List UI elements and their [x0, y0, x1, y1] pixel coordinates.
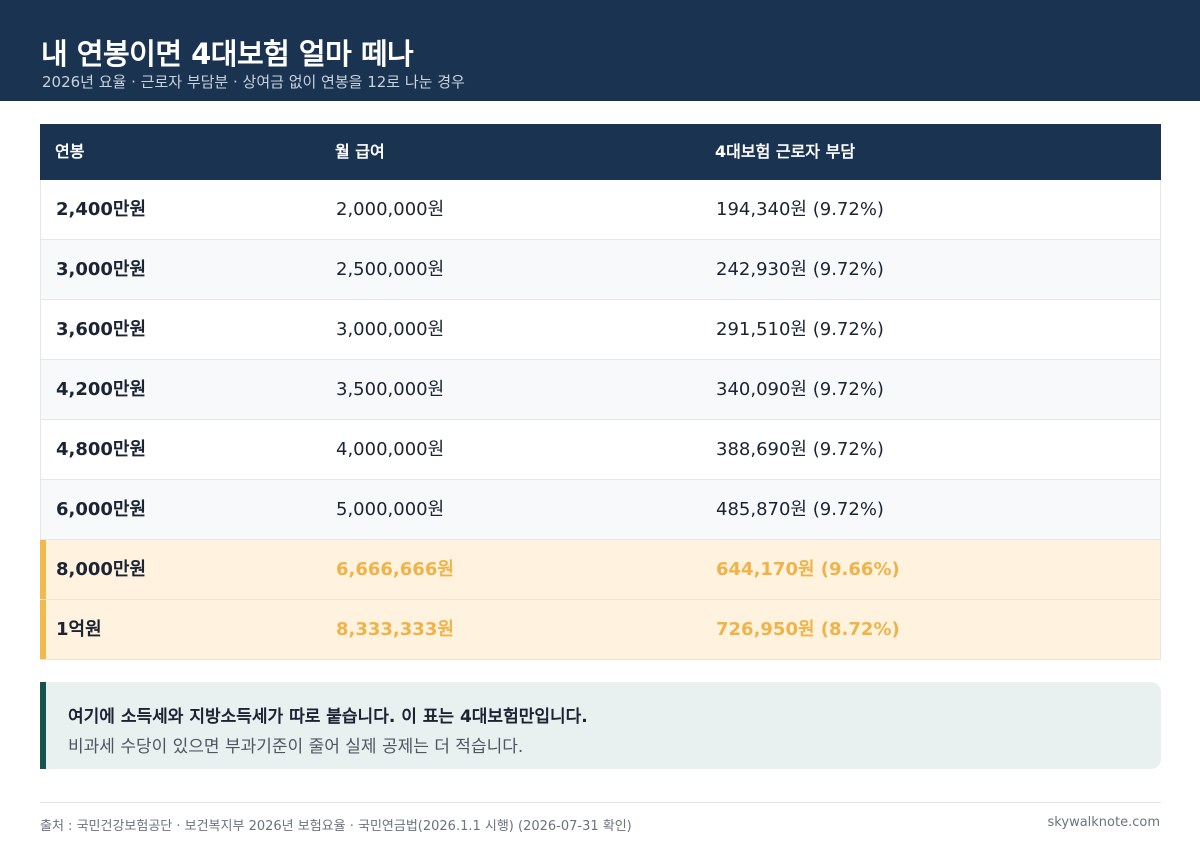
note-accent-bar [40, 682, 46, 769]
table-row: 1억원 8,333,333원 726,950원 (8.72%) [40, 600, 1161, 660]
cell-monthly-pay: 3,000,000원 [336, 319, 445, 340]
site-url: skywalknote.com [1047, 815, 1160, 830]
cell-insurance: 340,090원 (9.72%) [716, 379, 884, 400]
page-title: 내 연봉이면 4대보험 얼마 떼나 [41, 37, 414, 71]
cell-insurance: 726,950원 (8.72%) [716, 619, 900, 640]
note-primary-text: 여기에 소득세와 지방소득세가 따로 붙습니다. 이 표는 4대보험만입니다. [68, 707, 588, 727]
table-header: 연봉 월 급여 4대보험 근로자 부담 [40, 124, 1161, 180]
table-row: 8,000만원 6,666,666원 644,170원 (9.66%) [40, 540, 1161, 600]
cell-insurance: 242,930원 (9.72%) [716, 259, 884, 280]
source-text: 출처 : 국민건강보험공단 · 보건복지부 2026년 보험요율 · 국민연금법… [40, 819, 632, 834]
highlight-accent-bar [40, 540, 46, 599]
cell-salary: 1억원 [56, 619, 102, 640]
column-header-salary: 연봉 [55, 142, 85, 161]
cell-salary: 4,200만원 [56, 379, 147, 400]
cell-insurance: 388,690원 (9.72%) [716, 439, 884, 460]
column-header-monthly-pay: 월 급여 [335, 142, 385, 161]
cell-monthly-pay: 6,666,666원 [336, 559, 454, 580]
table-row: 4,800만원 4,000,000원 388,690원 (9.72%) [40, 420, 1161, 480]
cell-salary: 4,800만원 [56, 439, 147, 460]
cell-salary: 3,000만원 [56, 259, 147, 280]
cell-monthly-pay: 8,333,333원 [336, 619, 454, 640]
page-header: 내 연봉이면 4대보험 얼마 떼나 2026년 요율 · 근로자 부담분 · 상… [0, 0, 1200, 101]
table-row: 4,200만원 3,500,000원 340,090원 (9.72%) [40, 360, 1161, 420]
table-row: 6,000만원 5,000,000원 485,870원 (9.72%) [40, 480, 1161, 540]
cell-salary: 3,600만원 [56, 319, 147, 340]
table-row: 3,000만원 2,500,000원 242,930원 (9.72%) [40, 240, 1161, 300]
cell-insurance: 485,870원 (9.72%) [716, 499, 884, 520]
note-box: 여기에 소득세와 지방소득세가 따로 붙습니다. 이 표는 4대보험만입니다. … [40, 682, 1161, 769]
cell-monthly-pay: 2,500,000원 [336, 259, 445, 280]
cell-monthly-pay: 3,500,000원 [336, 379, 445, 400]
cell-monthly-pay: 5,000,000원 [336, 499, 445, 520]
cell-monthly-pay: 4,000,000원 [336, 439, 445, 460]
highlight-accent-bar [40, 600, 46, 659]
table-row: 2,400만원 2,000,000원 194,340원 (9.72%) [40, 180, 1161, 240]
cell-salary: 6,000만원 [56, 499, 147, 520]
cell-salary: 2,400만원 [56, 199, 147, 220]
cell-monthly-pay: 2,000,000원 [336, 199, 445, 220]
cell-insurance: 194,340원 (9.72%) [716, 199, 884, 220]
page-subtitle: 2026년 요율 · 근로자 부담분 · 상여금 없이 연봉을 12로 나눈 경… [42, 73, 465, 91]
cell-insurance: 291,510원 (9.72%) [716, 319, 884, 340]
note-secondary-text: 비과세 수당이 있으면 부과기준이 줄어 실제 공제는 더 적습니다. [68, 737, 524, 757]
insurance-table: 연봉 월 급여 4대보험 근로자 부담 2,400만원 2,000,000원 194… [40, 124, 1161, 660]
cell-insurance: 644,170원 (9.66%) [716, 559, 900, 580]
table-row: 3,600만원 3,000,000원 291,510원 (9.72%) [40, 300, 1161, 360]
footer-divider [40, 802, 1161, 803]
table-body: 2,400만원 2,000,000원 194,340원 (9.72%) 3,000만원… [40, 180, 1161, 660]
column-header-insurance: 4대보험 근로자 부담 [715, 142, 856, 161]
cell-salary: 8,000만원 [56, 559, 147, 580]
